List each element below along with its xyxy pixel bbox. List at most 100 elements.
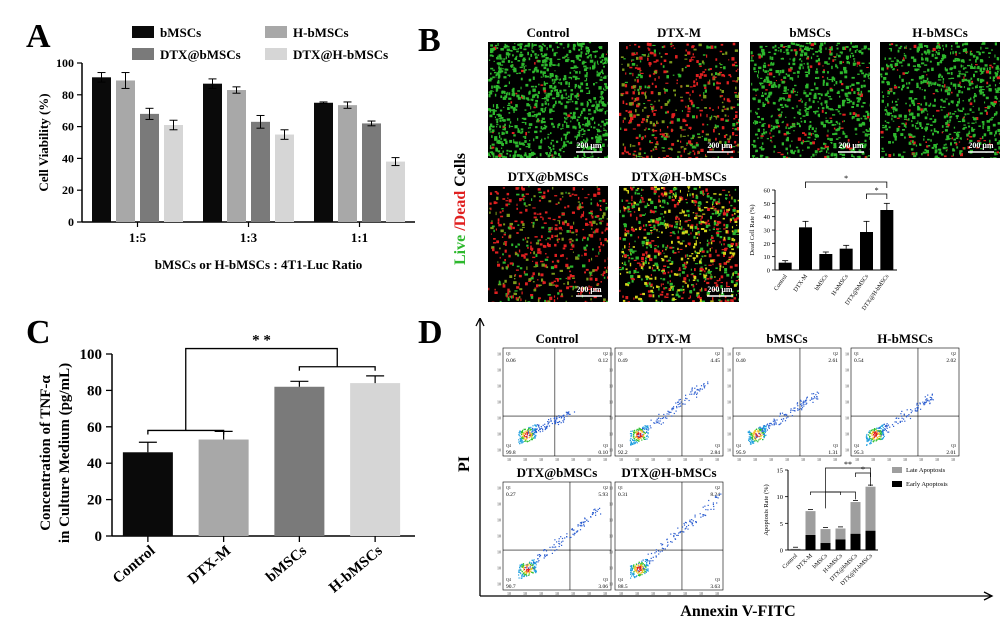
event-dot — [636, 434, 638, 436]
cell-dot — [830, 142, 832, 144]
cell-dot — [502, 126, 506, 129]
cell-dot — [825, 106, 829, 109]
cell-dot — [494, 138, 498, 141]
cell-dot — [860, 90, 863, 95]
cell-dot — [995, 75, 998, 78]
cell-dot — [925, 58, 927, 61]
cell-dot — [692, 45, 695, 48]
event-dot — [763, 437, 765, 439]
cell-dot — [903, 123, 906, 127]
cell-dot — [678, 217, 680, 221]
cell-dot — [699, 289, 702, 292]
cell-dot — [984, 107, 988, 109]
cell-dot — [950, 51, 952, 55]
cell-dot — [554, 80, 556, 83]
cell-dot — [777, 108, 781, 111]
cell-dot — [704, 89, 707, 93]
cell-dot — [646, 204, 650, 206]
cell-dot — [975, 121, 977, 124]
d-y-arrow — [475, 318, 485, 327]
cell-dot — [785, 147, 788, 151]
cell-dot — [715, 211, 718, 215]
cell-dot — [708, 264, 712, 266]
fluorescence-image-2: 200 μm — [750, 42, 870, 158]
cell-dot — [636, 79, 639, 83]
cell-dot — [846, 97, 849, 100]
event-dot — [528, 432, 530, 434]
event-dot — [532, 429, 534, 431]
cell-dot — [686, 64, 690, 67]
event-dot — [633, 442, 635, 444]
cell-dot — [660, 283, 662, 287]
cell-dot — [946, 86, 948, 89]
cell-dot — [662, 150, 666, 152]
cell-dot — [503, 45, 507, 49]
cell-dot — [595, 138, 599, 140]
event-dot — [531, 435, 533, 437]
cell-dot — [584, 140, 588, 143]
cell-dot — [763, 62, 766, 64]
cell-dot — [962, 43, 966, 45]
cell-dot — [631, 195, 633, 199]
cell-dot — [761, 142, 764, 145]
cell-dot — [658, 295, 660, 298]
event-dot — [662, 422, 664, 424]
cell-dot — [862, 131, 866, 133]
cell-dot — [725, 226, 728, 229]
cell-dot — [634, 43, 637, 46]
cell-dot — [642, 109, 644, 112]
cell-dot — [967, 132, 971, 135]
event-dot — [523, 433, 525, 435]
cell-dot — [719, 240, 721, 244]
cell-dot — [517, 117, 519, 121]
cell-dot — [566, 122, 568, 125]
event-dot — [635, 436, 637, 438]
cell-dot — [823, 69, 825, 72]
cell-dot — [552, 148, 555, 150]
cell-dot — [693, 84, 696, 87]
cell-dot — [542, 280, 545, 285]
cell-dot — [659, 128, 662, 132]
cell-dot — [982, 94, 986, 97]
cell-dot — [561, 147, 563, 149]
cell-dot — [632, 85, 636, 89]
cell-dot — [498, 67, 502, 71]
cell-dot — [589, 272, 592, 276]
cell-dot — [551, 260, 554, 263]
cell-dot — [532, 70, 535, 74]
c-y-tick-label-2: 40 — [87, 456, 102, 472]
legend-label-0: bMSCs — [160, 25, 201, 40]
cell-dot — [507, 203, 511, 205]
cell-dot — [552, 87, 556, 90]
cell-dot — [530, 245, 532, 249]
cell-dot — [754, 71, 757, 73]
cell-dot — [734, 61, 737, 64]
cell-dot — [683, 228, 685, 231]
event-dot — [699, 388, 701, 390]
scale-bar-label: 200 μm — [707, 285, 733, 294]
cell-dot — [890, 60, 894, 62]
cell-dot — [512, 295, 514, 299]
cell-dot — [994, 71, 997, 75]
cell-dot — [697, 279, 699, 282]
cell-dot — [925, 107, 927, 110]
cell-dot — [799, 58, 802, 60]
cell-dot — [773, 102, 776, 105]
cell-dot — [858, 123, 862, 127]
quadrant-name: Q2 — [603, 351, 608, 356]
cell-dot — [769, 139, 772, 142]
cell-dot — [542, 217, 544, 221]
cell-dot — [725, 197, 728, 199]
cell-dot — [509, 121, 512, 124]
cell-dot — [734, 212, 736, 215]
cell-dot — [732, 123, 736, 127]
cell-dot — [735, 86, 737, 90]
cell-dot — [901, 88, 903, 91]
cell-dot — [923, 50, 927, 54]
cell-dot — [635, 154, 638, 158]
cell-dot — [644, 92, 646, 96]
cell-dot — [840, 127, 844, 129]
cell-dot — [511, 64, 513, 68]
cell-dot — [788, 132, 791, 134]
cell-dot — [591, 227, 593, 230]
